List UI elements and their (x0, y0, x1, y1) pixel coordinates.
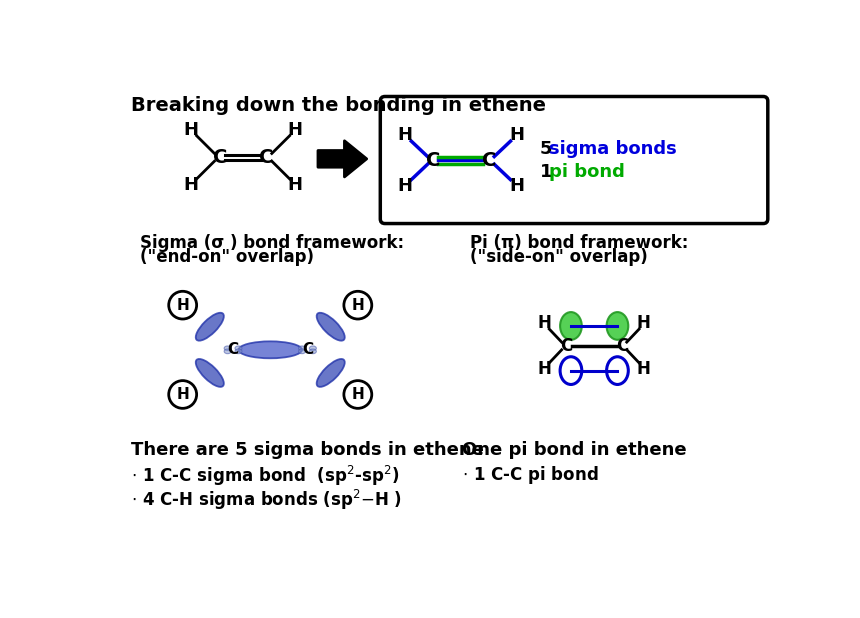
Text: H: H (287, 121, 303, 138)
Ellipse shape (560, 357, 582, 384)
Circle shape (344, 291, 372, 319)
Text: C: C (228, 342, 238, 357)
Text: H: H (397, 126, 413, 144)
FancyArrowPatch shape (318, 141, 366, 177)
Ellipse shape (298, 346, 305, 350)
Text: H: H (176, 387, 189, 402)
Text: H: H (509, 126, 525, 144)
Text: 5: 5 (540, 140, 559, 158)
Text: Pi (π) bond framework:: Pi (π) bond framework: (470, 234, 689, 252)
Ellipse shape (606, 357, 629, 384)
Text: H: H (184, 121, 199, 138)
Text: $\cdot$ 1 C-C sigma bond  (sp$^2$-sp$^2$): $\cdot$ 1 C-C sigma bond (sp$^2$-sp$^2$) (131, 464, 399, 488)
Text: H: H (637, 314, 651, 332)
Ellipse shape (310, 346, 316, 350)
Ellipse shape (560, 312, 582, 340)
Text: 1: 1 (540, 163, 559, 181)
Text: H: H (509, 177, 525, 195)
Text: pi bond: pi bond (550, 163, 625, 181)
Text: C: C (259, 148, 273, 167)
Text: ("end-on" overlap): ("end-on" overlap) (140, 248, 314, 266)
Text: sigma bonds: sigma bonds (550, 140, 677, 158)
Text: H: H (184, 176, 199, 194)
Text: H: H (397, 177, 413, 195)
Ellipse shape (298, 349, 305, 353)
Circle shape (169, 291, 197, 319)
Text: There are 5 sigma bonds in ethene: There are 5 sigma bonds in ethene (131, 441, 483, 459)
Text: C: C (616, 337, 628, 355)
Text: C: C (426, 151, 440, 170)
Text: One pi bond in ethene: One pi bond in ethene (463, 441, 687, 459)
Text: H: H (352, 298, 364, 313)
Text: H: H (538, 360, 551, 378)
Ellipse shape (606, 312, 629, 340)
Text: H: H (352, 387, 364, 402)
Ellipse shape (224, 346, 231, 350)
Text: $\cdot$ 4 C-H sigma bonds (sp$^2$$-$H ): $\cdot$ 4 C-H sigma bonds (sp$^2$$-$H ) (131, 488, 402, 512)
Ellipse shape (235, 346, 242, 350)
Ellipse shape (196, 359, 224, 387)
Text: C: C (482, 151, 496, 170)
Text: H: H (637, 360, 651, 378)
FancyBboxPatch shape (380, 96, 768, 224)
Ellipse shape (235, 349, 242, 353)
Ellipse shape (316, 313, 345, 341)
Text: C: C (302, 342, 313, 357)
Circle shape (344, 381, 372, 408)
Text: C: C (212, 148, 227, 167)
Text: Breaking down the bonding in ethene: Breaking down the bonding in ethene (131, 96, 546, 115)
Ellipse shape (310, 349, 316, 353)
Text: $\cdot$ 1 C-C pi bond: $\cdot$ 1 C-C pi bond (463, 464, 599, 486)
Text: H: H (176, 298, 189, 313)
Text: H: H (538, 314, 551, 332)
Text: Sigma (σ ) bond framework:: Sigma (σ ) bond framework: (140, 234, 404, 252)
Text: ("side-on" overlap): ("side-on" overlap) (470, 248, 648, 266)
Ellipse shape (238, 341, 302, 358)
Text: C: C (560, 337, 573, 355)
Circle shape (169, 381, 197, 408)
Ellipse shape (196, 313, 224, 341)
Ellipse shape (224, 349, 231, 353)
Ellipse shape (316, 359, 345, 387)
Text: H: H (287, 176, 303, 194)
